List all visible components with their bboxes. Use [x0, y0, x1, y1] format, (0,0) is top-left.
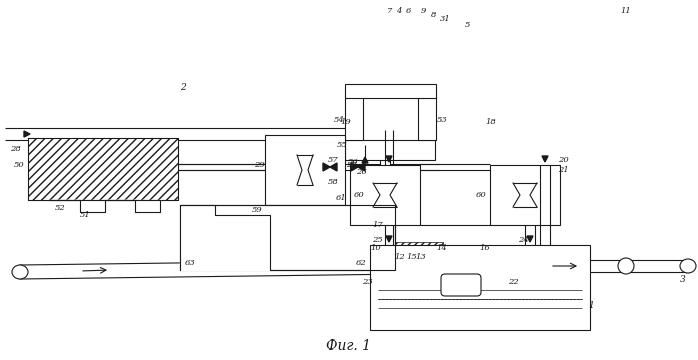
Bar: [345, 95, 363, 140]
Text: 14: 14: [436, 244, 447, 252]
Text: 22: 22: [508, 278, 519, 286]
Text: 4: 4: [396, 7, 401, 15]
Ellipse shape: [12, 265, 28, 279]
Text: 24: 24: [518, 236, 529, 244]
FancyBboxPatch shape: [441, 274, 481, 296]
Polygon shape: [362, 157, 368, 163]
Bar: [418, 95, 436, 140]
Text: 25: 25: [372, 236, 383, 244]
Polygon shape: [351, 163, 365, 171]
Text: 60: 60: [476, 191, 487, 199]
Text: 55: 55: [337, 141, 348, 149]
Bar: [345, 140, 435, 160]
Polygon shape: [542, 156, 548, 162]
Text: 58: 58: [328, 178, 339, 186]
Text: 8: 8: [431, 11, 436, 19]
Text: 56: 56: [348, 158, 359, 166]
Text: 27: 27: [346, 161, 357, 169]
Bar: [370, 245, 590, 330]
Text: 2: 2: [180, 82, 186, 91]
Bar: [28, 138, 178, 200]
Polygon shape: [50, 200, 160, 212]
Polygon shape: [527, 236, 533, 242]
Text: 50: 50: [14, 161, 24, 169]
Text: 13: 13: [415, 253, 426, 261]
Text: 19: 19: [340, 118, 351, 126]
Text: 5: 5: [465, 21, 470, 29]
Text: 10: 10: [370, 244, 380, 252]
Text: 61: 61: [336, 194, 347, 202]
Text: 62: 62: [356, 259, 366, 267]
Text: 53: 53: [437, 116, 447, 124]
Bar: [395, 260, 443, 278]
Text: 21: 21: [558, 166, 569, 174]
Ellipse shape: [680, 259, 696, 273]
Polygon shape: [386, 156, 392, 162]
Text: 18: 18: [485, 118, 496, 126]
Bar: [350, 165, 420, 225]
Text: 7: 7: [387, 7, 392, 15]
Text: 12: 12: [394, 253, 405, 261]
Text: 3: 3: [680, 275, 685, 284]
Text: 26: 26: [356, 168, 366, 176]
Bar: [398, 278, 440, 296]
Circle shape: [618, 258, 634, 274]
Text: 17: 17: [372, 221, 383, 229]
Bar: [395, 242, 443, 260]
Text: 57: 57: [328, 156, 339, 164]
Bar: [180, 205, 395, 270]
Text: 60: 60: [354, 191, 365, 199]
Text: 20: 20: [558, 156, 569, 164]
Polygon shape: [386, 236, 392, 242]
Polygon shape: [323, 163, 337, 171]
Text: 51: 51: [80, 211, 91, 219]
Polygon shape: [180, 205, 270, 270]
Text: 15: 15: [406, 253, 417, 261]
Text: 9: 9: [421, 7, 426, 15]
Text: 54: 54: [334, 116, 345, 124]
Text: 52: 52: [55, 204, 66, 212]
Text: 11: 11: [620, 7, 631, 15]
Text: 63: 63: [185, 259, 195, 267]
Text: 6: 6: [406, 7, 411, 15]
Text: 16: 16: [479, 244, 490, 252]
Text: 31: 31: [440, 15, 451, 23]
Text: 1: 1: [588, 301, 594, 310]
Polygon shape: [24, 131, 30, 137]
Text: 29: 29: [254, 161, 265, 169]
Text: Фиг. 1: Фиг. 1: [327, 339, 371, 353]
Text: 23: 23: [362, 278, 373, 286]
Text: 28: 28: [10, 145, 21, 153]
Bar: [345, 84, 436, 98]
Bar: [28, 138, 178, 200]
Bar: [490, 165, 560, 225]
Text: 59: 59: [252, 206, 262, 214]
Bar: [265, 135, 345, 205]
